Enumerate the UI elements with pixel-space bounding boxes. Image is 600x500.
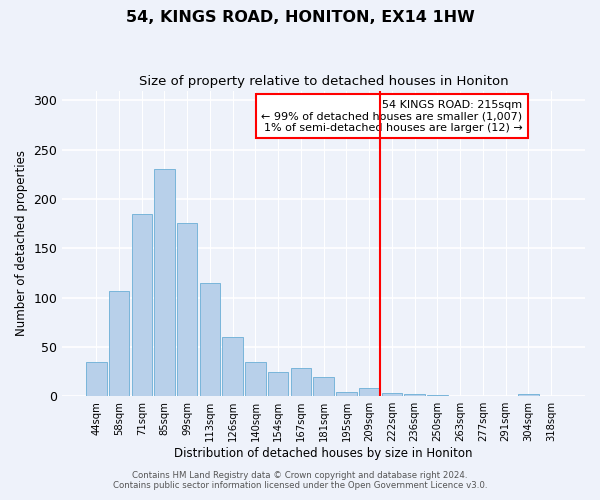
Bar [109,290,129,396]
X-axis label: Distribution of detached houses by size in Honiton: Distribution of detached houses by size … [175,447,473,460]
Bar [131,214,152,396]
Bar [200,283,220,396]
Text: 54, KINGS ROAD, HONITON, EX14 1HW: 54, KINGS ROAD, HONITON, EX14 1HW [125,10,475,25]
Bar [268,372,289,396]
Y-axis label: Number of detached properties: Number of detached properties [15,150,28,336]
Bar [245,362,266,396]
Title: Size of property relative to detached houses in Honiton: Size of property relative to detached ho… [139,75,508,88]
Bar [154,170,175,396]
Bar [336,392,356,396]
Bar [223,337,243,396]
Bar [177,222,197,396]
Bar [86,362,107,396]
Bar [359,388,379,396]
Text: 54 KINGS ROAD: 215sqm
← 99% of detached houses are smaller (1,007)
1% of semi-de: 54 KINGS ROAD: 215sqm ← 99% of detached … [261,100,522,133]
Text: Contains HM Land Registry data © Crown copyright and database right 2024.
Contai: Contains HM Land Registry data © Crown c… [113,470,487,490]
Bar [404,394,425,396]
Bar [290,368,311,396]
Bar [382,394,402,396]
Bar [518,394,539,396]
Bar [313,378,334,396]
Bar [427,395,448,396]
